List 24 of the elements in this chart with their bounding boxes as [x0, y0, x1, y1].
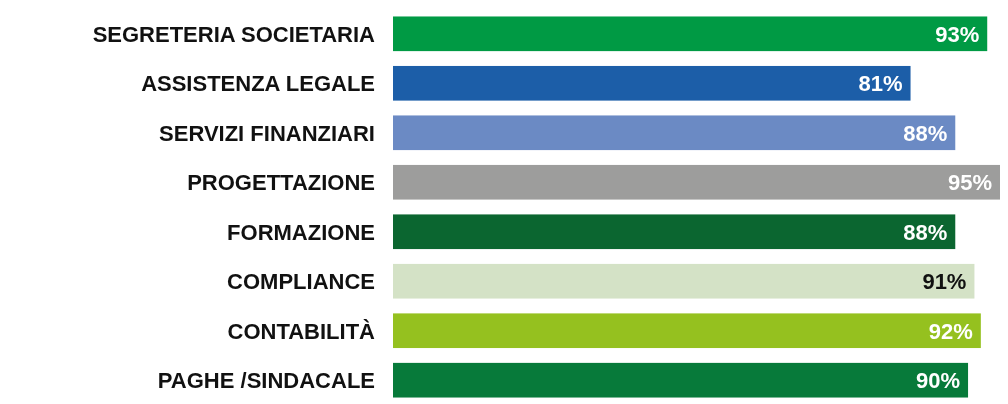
- bar: [393, 214, 956, 250]
- y-tick-label: FORMAZIONE: [227, 219, 375, 245]
- y-tick-label: PROGETTAZIONE: [187, 170, 375, 196]
- data-label: 91%: [922, 269, 967, 295]
- bar: [393, 362, 969, 398]
- data-label: 92%: [928, 318, 973, 344]
- y-tick-label: PAGHE /SINDACALE: [157, 368, 375, 394]
- data-label: 95%: [947, 170, 992, 196]
- data-label: 90%: [916, 368, 961, 394]
- data-label: 93%: [935, 21, 980, 47]
- data-label: 81%: [858, 71, 903, 97]
- bar: [393, 164, 1000, 200]
- bar: [393, 263, 975, 299]
- y-tick-label: ASSISTENZA LEGALE: [141, 71, 375, 97]
- bar: [393, 115, 956, 151]
- y-tick-label: SEGRETERIA SOCIETARIA: [92, 21, 376, 47]
- y-tick-label: COMPLIANCE: [227, 269, 375, 295]
- bar: [393, 16, 988, 52]
- bar: [393, 313, 981, 349]
- bar: [393, 65, 911, 101]
- y-tick-label: SERVIZI FINANZIARI: [159, 120, 375, 146]
- data-label: 88%: [903, 120, 948, 146]
- data-label: 88%: [903, 219, 948, 245]
- y-tick-label: CONTABILITÀ: [227, 318, 376, 344]
